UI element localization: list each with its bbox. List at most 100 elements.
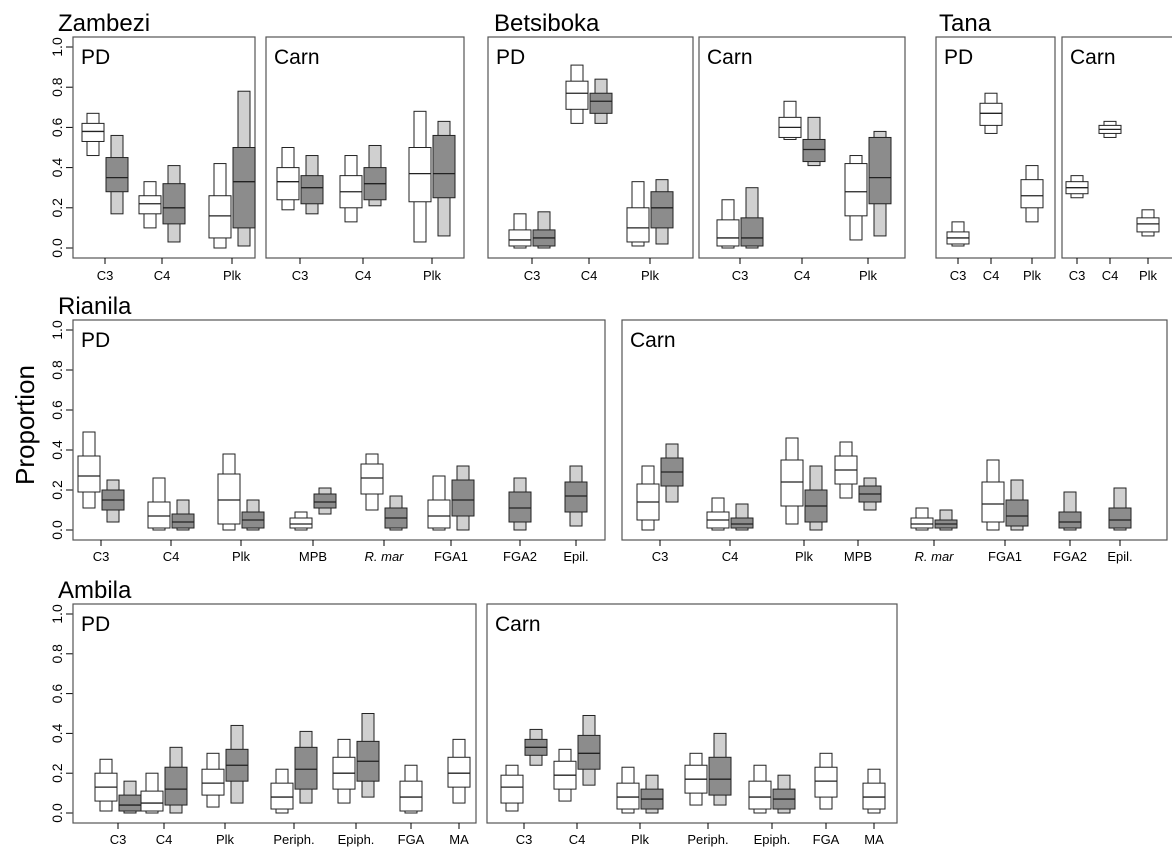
group-title-tana: Tana <box>939 10 992 37</box>
observed-fga-inner-range <box>814 766 838 798</box>
x-tick-label-c4: C4 <box>722 549 739 564</box>
predicted-mpb-inner-range <box>313 493 337 509</box>
x-tick-label-plk: Plk <box>423 268 442 283</box>
x-tick-label-c4: C4 <box>581 268 598 283</box>
y-tick-label: 0.4 <box>49 158 65 178</box>
x-tick-label-c3: C3 <box>950 268 967 283</box>
panel-label: PD <box>496 46 525 69</box>
group-betsiboka: Betsiboka PD C3 C4 Plk Carn C3 C4 Plk <box>487 10 906 283</box>
panel-zambezi-carn: Carn C3 C4 Plk <box>265 36 465 283</box>
predicted-c4-inner-range <box>802 138 826 163</box>
panel-label: Carn <box>495 613 541 636</box>
x-tick-label-ma: MA <box>864 832 884 847</box>
x-tick-label-c3: C3 <box>652 549 669 564</box>
panel-label: PD <box>81 613 110 636</box>
predicted-c3-inner-range <box>300 175 324 205</box>
y-axis-rianila: 0.0 0.2 0.4 0.6 0.8 1.0 <box>49 320 73 540</box>
observed-c4-inner-range <box>979 102 1003 126</box>
x-tick-label-epiph: Epiph. <box>338 832 375 847</box>
x-tick-label-epiph: Epiph. <box>754 832 791 847</box>
x-tick-label-plk: Plk <box>795 549 814 564</box>
y-axis-zambezi: 0.0 0.2 0.4 0.6 0.8 1.0 <box>49 37 73 258</box>
y-tick-label: 0.8 <box>49 360 65 380</box>
x-tick-label-fga2: FGA2 <box>1053 549 1087 564</box>
predicted-c4-inner-range <box>730 517 754 529</box>
observed-c3-inner-range <box>500 774 524 804</box>
y-axis-title: Proportion <box>10 365 40 485</box>
x-tick-label-c3: C3 <box>516 832 533 847</box>
y-tick-label: 0.6 <box>49 117 65 137</box>
x-tick-label-c3: C3 <box>93 549 110 564</box>
x-tick-label-fga: FGA <box>813 832 840 847</box>
x-tick-label-fga2: FGA2 <box>503 549 537 564</box>
x-tick-label-c4: C4 <box>794 268 811 283</box>
panel-label: PD <box>81 46 110 69</box>
panel-rianila-carn: Carn C3 C4 Plk MPB R. mar FGA1 FGA2 Epil. <box>621 319 1168 564</box>
panel-label: Carn <box>707 46 753 69</box>
observed-plk-inner-range <box>217 473 241 525</box>
predicted-plk-inner-range <box>650 191 674 229</box>
observed-c3-inner-range <box>716 219 740 247</box>
x-tick-label-c3: C3 <box>292 268 309 283</box>
panel-betsiboka-pd: PD C3 C4 Plk <box>487 36 694 283</box>
x-tick-label-plk: Plk <box>641 268 660 283</box>
panel-label: Carn <box>274 46 320 69</box>
y-tick-label: 0.4 <box>49 723 65 743</box>
predicted-periph-inner-range <box>294 746 318 790</box>
predicted-c3-inner-range <box>118 794 142 812</box>
y-tick-label: 0.2 <box>49 198 65 218</box>
observed-r-mar-inner-range <box>360 463 384 495</box>
predicted-fga1-inner-range <box>451 479 475 517</box>
x-tick-label-mpb: MPB <box>844 549 872 564</box>
x-tick-label-ma: MA <box>449 832 469 847</box>
predicted-c4-inner-range <box>164 766 188 806</box>
panel-tana-pd: PD C3 C4 Plk <box>935 36 1056 283</box>
observed-c4-inner-range <box>138 195 162 215</box>
observed-plk-inner-range <box>626 207 650 243</box>
predicted-plk-inner-range <box>232 147 256 229</box>
group-zambezi: Zambezi 0.0 0.2 0.4 0.6 0.8 1.0 PD C3 C4 Plk Carn C3… <box>49 10 465 283</box>
panel-frame <box>72 603 477 824</box>
observed-c3-inner-range <box>276 167 300 201</box>
observed-periph-inner-range <box>270 782 294 810</box>
x-tick-label-fga1: FGA1 <box>988 549 1022 564</box>
observed-plk-inner-range <box>201 768 225 796</box>
panel-frame <box>1061 36 1172 259</box>
panel-ambila-pd: PD C3 C4 Plk Periph. Epiph. FGA MA <box>72 603 477 847</box>
predicted-c4-inner-range <box>171 513 195 529</box>
predicted-plk-inner-range <box>432 134 456 199</box>
observed-ma-inner-range <box>447 756 471 788</box>
observed-c4-inner-range <box>565 80 589 110</box>
predicted-c4-inner-range <box>589 92 613 114</box>
y-tick-label: 0.2 <box>49 763 65 783</box>
x-tick-label-c4: C4 <box>569 832 586 847</box>
observed-plk-inner-range <box>844 163 868 217</box>
observed-c3-inner-range <box>77 455 101 493</box>
chart-marks: Zambezi 0.0 0.2 0.4 0.6 0.8 1.0 PD C3 C4 Plk Carn C3… <box>49 10 1172 847</box>
panel-betsiboka-carn: Carn C3 C4 Plk <box>698 36 906 283</box>
y-tick-label: 0.4 <box>49 440 65 460</box>
x-tick-label-c4: C4 <box>156 832 173 847</box>
y-tick-label: 0.8 <box>49 644 65 664</box>
panel-frame <box>265 36 465 259</box>
y-tick-label: 0.2 <box>49 480 65 500</box>
y-tick-label: 0.6 <box>49 684 65 704</box>
observed-r-mar-inner-range <box>910 517 934 529</box>
group-rianila: Rianila 0.0 0.2 0.4 0.6 0.8 1.0 PD C3 C4 Plk MPB R. … <box>49 293 1168 564</box>
observed-plk-inner-range <box>780 459 804 507</box>
y-tick-label: 0.0 <box>49 238 65 258</box>
x-tick-label-c4: C4 <box>154 268 171 283</box>
x-tick-label-plk: Plk <box>1139 268 1158 283</box>
observed-plk-inner-range <box>616 782 640 810</box>
predicted-c3-inner-range <box>105 157 129 193</box>
panel-tana-carn: Carn C3 C4 Plk <box>1061 36 1172 283</box>
x-tick-label-fga: FGA <box>398 832 425 847</box>
x-tick-label-c4: C4 <box>983 268 1000 283</box>
group-title-zambezi: Zambezi <box>58 10 150 37</box>
panel-zambezi-pd: PD C3 C4 Plk <box>72 36 256 283</box>
x-tick-label-plk: Plk <box>232 549 251 564</box>
observed-c3-inner-range <box>508 229 532 247</box>
x-tick-label-epil: Epil. <box>563 549 588 564</box>
observed-mpb-inner-range <box>289 517 313 529</box>
observed-c4-inner-range <box>147 501 171 529</box>
